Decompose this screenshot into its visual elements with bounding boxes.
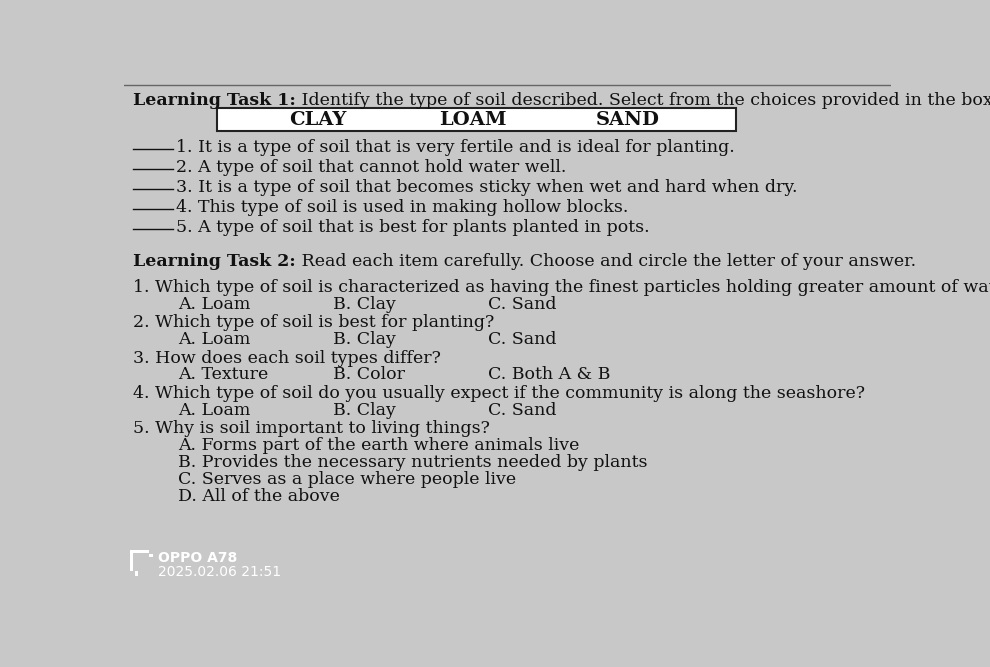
Bar: [217, 108, 736, 131]
Text: C. Sand: C. Sand: [488, 295, 556, 313]
Text: C. Sand: C. Sand: [488, 331, 556, 348]
Text: Identify the type of soil described. Select from the choices provided in the box: Identify the type of soil described. Sel…: [296, 92, 990, 109]
Text: 1. It is a type of soil that is very fertile and is ideal for planting.: 1. It is a type of soil that is very fer…: [175, 139, 735, 155]
Text: B. Color: B. Color: [333, 366, 405, 384]
Text: A. Loam: A. Loam: [178, 295, 250, 313]
Text: A. Loam: A. Loam: [178, 331, 250, 348]
Text: B. Clay: B. Clay: [333, 295, 396, 313]
Text: 1. Which type of soil is characterized as having the finest particles holding gr: 1. Which type of soil is characterized a…: [133, 279, 990, 295]
Text: LOAM: LOAM: [439, 111, 506, 129]
Text: 2. A type of soil that cannot hold water well.: 2. A type of soil that cannot hold water…: [175, 159, 566, 175]
Text: Read each item carefully. Choose and circle the letter of your answer.: Read each item carefully. Choose and cir…: [296, 253, 916, 269]
Text: 2. Which type of soil is best for planting?: 2. Which type of soil is best for planti…: [133, 314, 494, 331]
Text: 4. This type of soil is used in making hollow blocks.: 4. This type of soil is used in making h…: [175, 199, 628, 215]
Text: 5. Why is soil important to living things?: 5. Why is soil important to living thing…: [133, 420, 490, 438]
Text: B. Provides the necessary nutrients needed by plants: B. Provides the necessary nutrients need…: [178, 454, 647, 472]
Text: 3. How does each soil types differ?: 3. How does each soil types differ?: [133, 350, 441, 367]
Text: C. Both A & B: C. Both A & B: [488, 366, 611, 384]
Text: B. Clay: B. Clay: [333, 402, 396, 419]
Text: Learning Task 1:: Learning Task 1:: [133, 92, 296, 109]
Text: 5. A type of soil that is best for plants planted in pots.: 5. A type of soil that is best for plant…: [175, 219, 649, 235]
Bar: [138, 558, 153, 576]
Text: C. Serves as a place where people live: C. Serves as a place where people live: [178, 471, 516, 488]
Text: A. Texture: A. Texture: [178, 366, 268, 384]
Text: OPPO A78: OPPO A78: [157, 552, 237, 565]
Text: A. Loam: A. Loam: [178, 402, 250, 419]
Bar: [133, 553, 148, 572]
Text: Learning Task 2:: Learning Task 2:: [133, 253, 296, 269]
Text: SAND: SAND: [596, 111, 659, 129]
Text: 2025.02.06 21:51: 2025.02.06 21:51: [157, 565, 281, 579]
Bar: [130, 550, 148, 572]
Text: B. Clay: B. Clay: [333, 331, 396, 348]
Text: 4. Which type of soil do you usually expect if the community is along the seasho: 4. Which type of soil do you usually exp…: [133, 385, 865, 402]
Text: A. Forms part of the earth where animals live: A. Forms part of the earth where animals…: [178, 438, 579, 454]
Text: D. All of the above: D. All of the above: [178, 488, 340, 505]
Bar: [135, 554, 153, 576]
Text: 3. It is a type of soil that becomes sticky when wet and hard when dry.: 3. It is a type of soil that becomes sti…: [175, 179, 797, 195]
Text: C. Sand: C. Sand: [488, 402, 556, 419]
Text: CLAY: CLAY: [289, 111, 346, 129]
